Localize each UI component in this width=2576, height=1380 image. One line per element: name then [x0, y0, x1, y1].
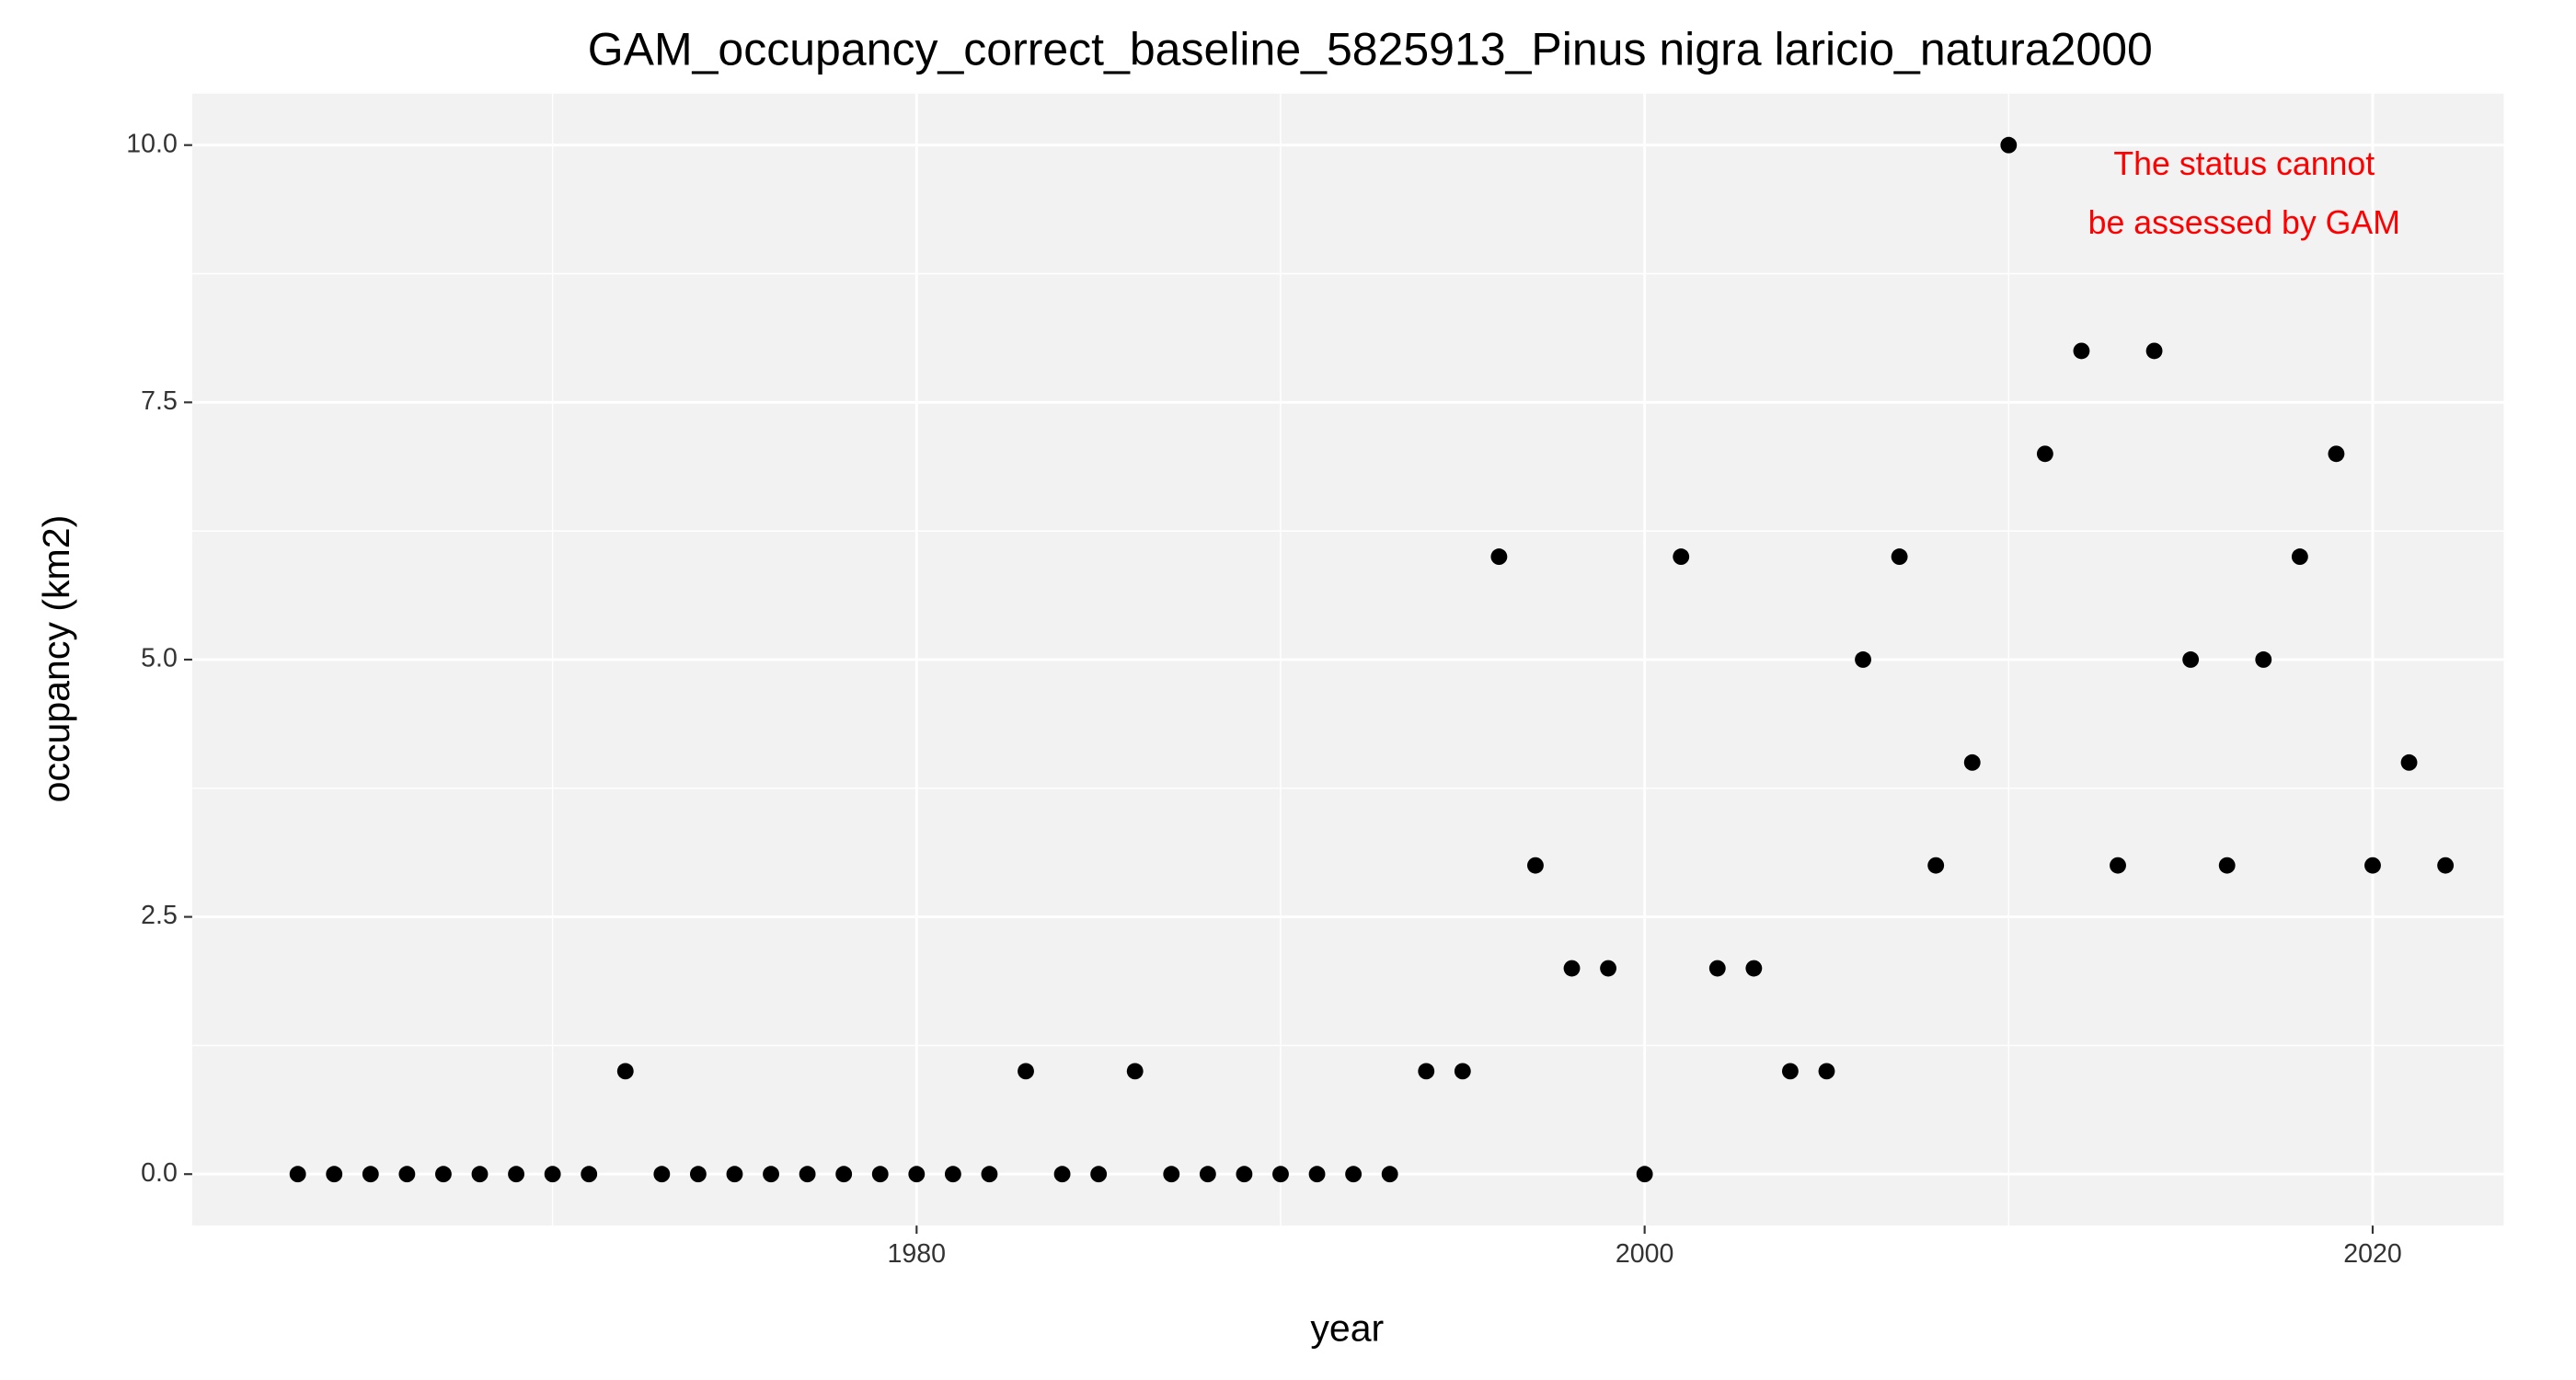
y-tick-label: 2.5: [141, 901, 178, 930]
chart-title: GAM_occupancy_correct_baseline_5825913_P…: [588, 23, 2153, 75]
point: [2364, 857, 2381, 874]
point: [726, 1166, 743, 1183]
point: [1673, 548, 1690, 566]
point: [362, 1166, 379, 1183]
point: [544, 1166, 561, 1183]
point: [1345, 1166, 1363, 1183]
point: [871, 1166, 889, 1183]
point: [1418, 1063, 1435, 1080]
point: [1963, 753, 1981, 771]
point: [1053, 1166, 1071, 1183]
x-tick-label: 2020: [2343, 1239, 2402, 1269]
point: [398, 1166, 416, 1183]
y-tick-label: 7.5: [141, 386, 178, 416]
point: [2328, 445, 2345, 463]
point: [1818, 1063, 1835, 1080]
point: [581, 1166, 598, 1183]
point: [2073, 342, 2090, 360]
point: [471, 1166, 489, 1183]
point: [289, 1166, 306, 1183]
point: [799, 1166, 816, 1183]
point: [2145, 342, 2163, 360]
x-tick-label: 2000: [1616, 1239, 1674, 1269]
point: [1636, 1166, 1653, 1183]
point: [1781, 1063, 1799, 1080]
point: [1855, 651, 1871, 668]
point: [1126, 1063, 1144, 1080]
point: [2036, 445, 2053, 463]
point: [1308, 1166, 1326, 1183]
point: [2255, 651, 2272, 668]
point: [1090, 1166, 1108, 1183]
point: [1018, 1063, 1034, 1080]
point: [653, 1166, 671, 1183]
y-tick-label: 5.0: [141, 644, 178, 673]
point: [763, 1166, 779, 1183]
point: [2400, 753, 2418, 771]
x-axis-label: year: [1310, 1306, 1384, 1349]
point: [944, 1166, 961, 1183]
point: [508, 1166, 525, 1183]
point: [2291, 548, 2308, 566]
annotation: The status cannot: [2113, 145, 2375, 182]
point: [1199, 1166, 1216, 1183]
y-axis-label: occupancy (km2): [35, 515, 77, 803]
point: [2182, 651, 2200, 668]
point: [1563, 960, 1581, 977]
point: [435, 1166, 452, 1183]
point: [1927, 857, 1945, 874]
x-tick-label: 1980: [888, 1239, 947, 1269]
point: [1600, 960, 1617, 977]
point: [2000, 136, 2018, 154]
point: [908, 1166, 926, 1183]
point: [1236, 1166, 1253, 1183]
point: [1490, 548, 1508, 566]
point: [1527, 857, 1544, 874]
point: [326, 1166, 343, 1183]
y-tick-label: 10.0: [126, 129, 178, 158]
point: [2110, 857, 2126, 874]
point: [981, 1166, 998, 1183]
point: [1708, 960, 1726, 977]
y-tick-label: 0.0: [141, 1158, 178, 1188]
point: [1891, 548, 1908, 566]
point: [616, 1063, 634, 1080]
point: [1454, 1063, 1471, 1080]
point: [1745, 960, 1763, 977]
point: [835, 1166, 853, 1183]
point: [2218, 857, 2236, 874]
point: [1163, 1166, 1180, 1183]
point: [1272, 1166, 1289, 1183]
annotation: be assessed by GAM: [2088, 204, 2400, 241]
point: [2437, 857, 2455, 874]
point: [1381, 1166, 1398, 1183]
point: [689, 1166, 707, 1183]
